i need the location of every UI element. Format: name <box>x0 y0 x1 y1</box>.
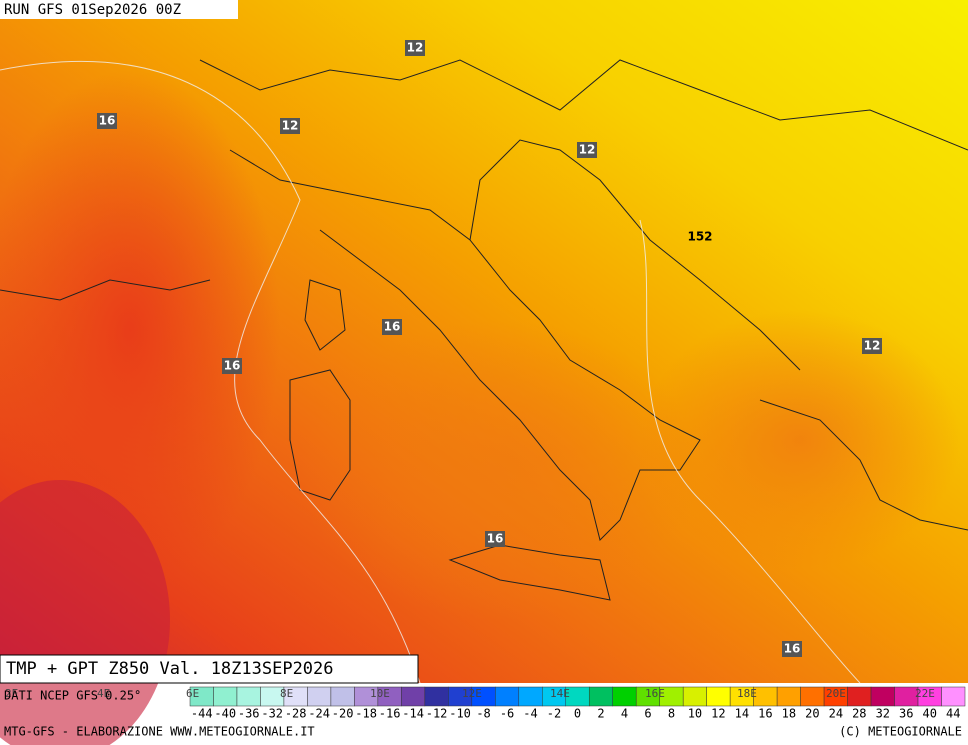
scale-swatch <box>847 686 872 707</box>
scale-swatch <box>213 686 238 707</box>
scale-tick-label: -16 <box>379 707 401 721</box>
longitude-label: 22E <box>915 687 935 700</box>
scale-tick-label: 28 <box>852 707 866 721</box>
scale-tick-label: -8 <box>476 707 490 721</box>
scale-swatch <box>706 686 731 707</box>
isolines <box>0 60 861 684</box>
contour-label-box <box>382 319 402 335</box>
scale-tick-label: -20 <box>332 707 354 721</box>
contour-label: 152 <box>687 230 712 244</box>
contour-label: 12 <box>282 119 299 133</box>
scale-swatch <box>682 686 707 707</box>
scale-tick-label: -44 <box>191 707 213 721</box>
longitude-label: 2E <box>5 687 18 700</box>
contour-label-box <box>485 531 505 547</box>
scale-swatch <box>870 686 895 707</box>
credit-left: MTG-GFS - ELABORAZIONE WWW.METEOGIORNALE… <box>4 725 315 739</box>
longitude-label: 4E <box>97 687 110 700</box>
contour-label: 12 <box>579 143 596 157</box>
longitude-label: 14E <box>550 687 570 700</box>
map-outlines <box>0 59 968 601</box>
scale-tick-label: 16 <box>758 707 772 721</box>
contour-label: 12 <box>864 339 881 353</box>
scale-swatch <box>495 686 520 707</box>
contour-label-box <box>97 113 117 129</box>
longitude-label: 8E <box>280 687 293 700</box>
contour-label: 16 <box>784 642 801 656</box>
title-box <box>0 654 419 684</box>
map-title: TMP + GPT Z850 Val. 18Z13SEP2026 <box>6 659 334 679</box>
scale-tick-label: -4 <box>523 707 537 721</box>
scale-tick-label: -14 <box>402 707 424 721</box>
scale-swatch <box>518 686 543 707</box>
scale-tick-label: -36 <box>238 707 260 721</box>
scale-swatch <box>588 686 613 707</box>
contour-label: 16 <box>487 532 504 546</box>
longitude-label: 6E <box>186 687 199 700</box>
scale-swatch <box>401 686 426 707</box>
contour-label-box <box>782 641 802 657</box>
longitude-label: 10E <box>370 687 390 700</box>
contour-label: 16 <box>384 320 401 334</box>
run-label: RUN GFS 01Sep2026 00Z <box>4 2 181 18</box>
scale-tick-label: 20 <box>805 707 819 721</box>
scale-tick-label: 32 <box>876 707 890 721</box>
scale-tick-label: 44 <box>946 707 960 721</box>
scale-swatch <box>307 686 332 707</box>
scale-tick-label: -6 <box>500 707 514 721</box>
scale-tick-label: -10 <box>449 707 471 721</box>
scale-tick-label: -40 <box>214 707 236 721</box>
source-label: DATI NCEP GFS 0.25° <box>4 689 141 703</box>
run-box <box>0 0 238 19</box>
scale-swatch <box>424 686 449 707</box>
scale-tick-label: 18 <box>782 707 796 721</box>
scale-swatch <box>941 686 966 707</box>
scale-tick-label: 24 <box>829 707 843 721</box>
contour-label-box <box>222 358 242 374</box>
scale-swatch <box>236 686 261 707</box>
longitude-label: 16E <box>645 687 665 700</box>
scale-tick-label: 40 <box>923 707 937 721</box>
scale-swatch <box>753 686 778 707</box>
scale-tick-label: -12 <box>426 707 448 721</box>
scale-tick-label: -18 <box>355 707 377 721</box>
scale-swatch <box>612 686 637 707</box>
scale-tick-label: 4 <box>621 707 628 721</box>
contour-label: 16 <box>224 359 241 373</box>
scale-swatch <box>800 686 825 707</box>
scale-tick-label: -24 <box>308 707 330 721</box>
contour-label-box <box>862 338 882 354</box>
scale-tick-label: 0 <box>574 707 581 721</box>
scale-tick-label: -2 <box>547 707 561 721</box>
contour-label: 12 <box>407 41 424 55</box>
scale-tick-label: 36 <box>899 707 913 721</box>
longitude-label: 18E <box>737 687 757 700</box>
scale-tick-label: 12 <box>711 707 725 721</box>
scale-swatch <box>776 686 801 707</box>
longitude-label: 12E <box>462 687 482 700</box>
credit-right: (C) METEOGIORNALE <box>839 725 962 739</box>
contour-label-box <box>405 40 425 56</box>
scale-swatch <box>330 686 355 707</box>
scale-tick-label: 10 <box>688 707 702 721</box>
scale-tick-label: -32 <box>261 707 283 721</box>
scale-tick-label: -28 <box>285 707 307 721</box>
contour-label-box <box>280 118 300 134</box>
scale-tick-label: 8 <box>668 707 675 721</box>
longitude-label: 20E <box>826 687 846 700</box>
scale-tick-label: 14 <box>735 707 749 721</box>
contour-label: 16 <box>99 114 116 128</box>
scale-tick-label: 2 <box>597 707 604 721</box>
contour-label-box <box>577 142 597 158</box>
scale-tick-label: 6 <box>644 707 651 721</box>
